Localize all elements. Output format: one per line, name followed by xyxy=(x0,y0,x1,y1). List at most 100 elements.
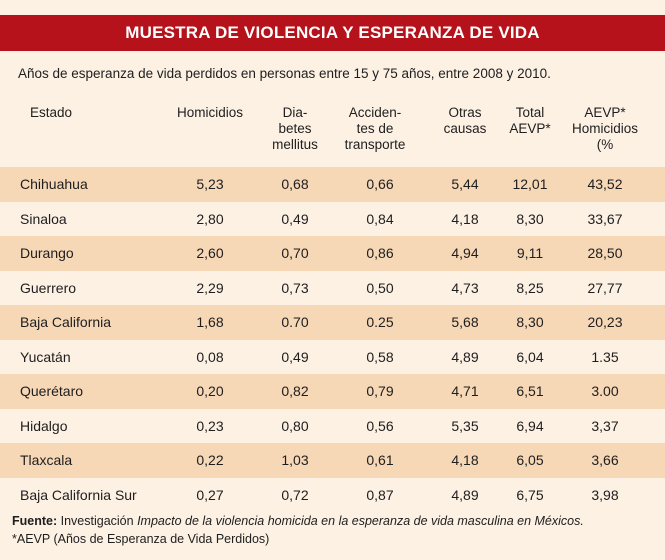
column-header: Acciden-tes de transporte xyxy=(335,105,415,153)
value-cell: 4,71 xyxy=(451,383,479,399)
value-cell: 33,67 xyxy=(587,210,623,227)
column-header-line: transporte xyxy=(344,137,406,152)
value-cell: 0.70 xyxy=(281,314,309,330)
column-header-line: (% xyxy=(596,137,614,152)
column-header-line: Acciden- xyxy=(348,105,402,120)
state-cell: Sinaloa xyxy=(20,210,67,227)
value-cell: 8,25 xyxy=(516,279,544,296)
value-cell: 6,05 xyxy=(516,452,544,468)
state-cell: Durango xyxy=(20,245,74,261)
column-header-line: Estado xyxy=(30,105,73,120)
value-cell: 0,61 xyxy=(366,452,394,468)
column-header: Otras causas xyxy=(425,105,505,137)
table-row: Querétaro 0,20 0,82 0,79 4,71 6,51 3.00 xyxy=(0,374,665,409)
column-header: Estado xyxy=(30,105,180,121)
footnote: *AEVP (Años de Esperanza de Vida Perdido… xyxy=(12,532,270,546)
value-cell: 4,94 xyxy=(451,245,479,261)
value-cell: 0,80 xyxy=(281,417,309,434)
value-cell: 0,86 xyxy=(366,245,394,261)
table-row: Hidalgo 0,23 0,80 0,56 5,35 6,94 3,37 xyxy=(0,409,665,444)
value-cell: 12,01 xyxy=(512,176,548,192)
state-cell: Baja California xyxy=(20,314,112,330)
state-cell: Baja California Sur xyxy=(20,486,137,503)
column-header-line: Homicidios xyxy=(571,121,639,136)
value-cell: 0,79 xyxy=(366,383,394,399)
table-footer: Fuente: Investigación Impacto de la viol… xyxy=(12,512,584,548)
table-row: Chihuahua 5,23 0,68 0,66 5,44 12,01 43,52 xyxy=(0,167,665,202)
value-cell: 0,73 xyxy=(281,279,309,296)
source-line: Fuente: Investigación Impacto de la viol… xyxy=(12,512,584,530)
column-header: Homicidios xyxy=(170,105,250,121)
value-cell: 4,18 xyxy=(451,452,479,468)
value-cell: 0,82 xyxy=(281,383,309,399)
table-subtitle: Años de esperanza de vida perdidos en pe… xyxy=(18,66,551,81)
value-cell: 43,52 xyxy=(587,176,623,192)
value-cell: 8,30 xyxy=(516,210,544,227)
value-cell: 0,49 xyxy=(281,348,309,365)
value-cell: 0,84 xyxy=(366,210,394,227)
value-cell: 4,73 xyxy=(451,279,479,296)
state-cell: Guerrero xyxy=(20,279,77,296)
table-row: Yucatán 0,08 0,49 0,58 4,89 6,04 1.35 xyxy=(0,340,665,375)
value-cell: 0.25 xyxy=(366,314,394,330)
source-title: Impacto de la violencia homicida en la e… xyxy=(137,514,584,528)
column-header-line: Otras xyxy=(448,105,482,120)
table-row: Tlaxcala 0,22 1,03 0,61 4,18 6,05 3,66 xyxy=(0,443,665,478)
value-cell: 0,23 xyxy=(196,417,224,434)
value-cell: 0,22 xyxy=(196,452,224,468)
value-cell: 2,80 xyxy=(196,210,224,227)
value-cell: 0,72 xyxy=(281,486,309,503)
column-header-line: betes xyxy=(278,121,312,136)
value-cell: 5,44 xyxy=(451,176,479,192)
value-cell: 3,98 xyxy=(591,486,619,503)
state-cell: Hidalgo xyxy=(20,417,68,434)
value-cell: 20,23 xyxy=(587,314,623,330)
value-cell: 4,89 xyxy=(451,348,479,365)
value-cell: 5,68 xyxy=(451,314,479,330)
column-header-line: Total xyxy=(515,105,545,120)
value-cell: 0,50 xyxy=(366,279,394,296)
value-cell: 0,27 xyxy=(196,486,224,503)
column-header-line: Dia- xyxy=(282,105,308,120)
value-cell: 3.00 xyxy=(591,383,619,399)
value-cell: 6,04 xyxy=(516,348,544,365)
value-cell: 28,50 xyxy=(587,245,623,261)
value-cell: 9,11 xyxy=(516,245,544,261)
state-cell: Querétaro xyxy=(20,383,84,399)
value-cell: 0,56 xyxy=(366,417,394,434)
table-row: Guerrero 2,29 0,73 0,50 4,73 8,25 27,77 xyxy=(0,271,665,306)
value-cell: 3,37 xyxy=(591,417,619,434)
value-cell: 1,03 xyxy=(281,452,309,468)
value-cell: 5,35 xyxy=(451,417,479,434)
column-header-line: tes de xyxy=(356,121,394,136)
value-cell: 5,23 xyxy=(196,176,224,192)
column-header-line: AEVP* xyxy=(509,121,551,136)
value-cell: 0,87 xyxy=(366,486,394,503)
source-label: Fuente: xyxy=(12,514,58,528)
table-row: Sinaloa 2,80 0,49 0,84 4,18 8,30 33,67 xyxy=(0,202,665,237)
value-cell: 6,94 xyxy=(516,417,544,434)
column-header-line: Homicidios xyxy=(176,105,244,120)
value-cell: 1,68 xyxy=(196,314,224,330)
column-header-line: AEVP* xyxy=(584,105,626,120)
column-header: Total AEVP* xyxy=(500,105,560,137)
value-cell: 3,66 xyxy=(591,452,619,468)
column-header-line: causas xyxy=(443,121,487,136)
value-cell: 2,60 xyxy=(196,245,224,261)
value-cell: 8,30 xyxy=(516,314,544,330)
value-cell: 0,58 xyxy=(366,348,394,365)
value-cell: 6,51 xyxy=(516,383,544,399)
table-title: MUESTRA DE VIOLENCIA Y ESPERANZA DE VIDA xyxy=(0,15,665,51)
table-header: Estado Homicidios Dia-betes mellitus Acciden… xyxy=(0,105,665,161)
table-row: Durango 2,60 0,70 0,86 4,94 9,11 28,50 xyxy=(0,236,665,271)
column-header: AEVP* Homicidios (% xyxy=(565,105,645,153)
value-cell: 0,08 xyxy=(196,348,224,365)
state-cell: Chihuahua xyxy=(20,176,88,192)
value-cell: 4,89 xyxy=(451,486,479,503)
value-cell: 2,29 xyxy=(196,279,224,296)
value-cell: 6,75 xyxy=(516,486,544,503)
value-cell: 0,66 xyxy=(366,176,394,192)
value-cell: 0,49 xyxy=(281,210,309,227)
value-cell: 4,18 xyxy=(451,210,479,227)
value-cell: 0,70 xyxy=(281,245,309,261)
